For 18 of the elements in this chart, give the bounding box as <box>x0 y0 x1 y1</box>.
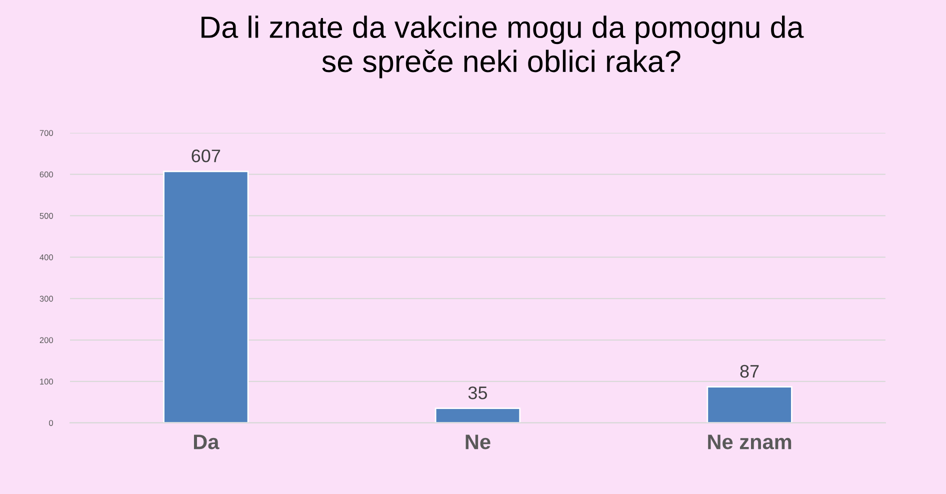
y-tick-label: 100 <box>40 378 54 385</box>
y-tick-label: 500 <box>40 212 54 219</box>
chart-title: Da li znate da vakcine mogu da pomognu da se spreče neki oblici raka? <box>202 16 804 78</box>
y-tick-label: 300 <box>40 296 54 302</box>
y-tick-label: 600 <box>40 172 54 178</box>
x-tick-label: Ne znam <box>708 434 792 450</box>
data-label: 87 <box>740 364 759 378</box>
y-tick-label: 0 <box>49 420 54 426</box>
x-tick-label: Da <box>194 434 220 450</box>
data-label: 35 <box>468 386 488 400</box>
bar <box>434 408 521 423</box>
bar <box>706 386 792 423</box>
data-label: 607 <box>192 150 220 162</box>
y-tick-label: 700 <box>40 130 54 136</box>
x-tick-label: Ne <box>466 434 490 450</box>
y-tick-label: 400 <box>40 254 54 260</box>
bar <box>163 170 249 423</box>
y-tick-label: 200 <box>40 337 54 344</box>
